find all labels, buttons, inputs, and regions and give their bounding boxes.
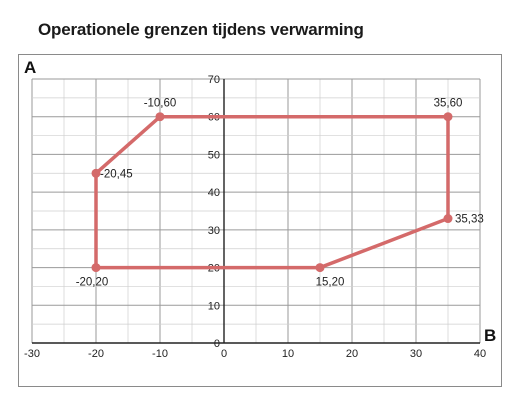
- x-tick-label: -20: [88, 348, 104, 360]
- x-tick-label: -30: [24, 348, 40, 360]
- data-label: 35,60: [434, 98, 463, 110]
- y-tick-label: 10: [208, 300, 220, 312]
- x-tick-label: 40: [474, 348, 486, 360]
- data-label: 35,33: [455, 214, 484, 226]
- x-tick-label: 10: [282, 348, 294, 360]
- y-tick-label: 40: [208, 187, 220, 199]
- x-tick-label: 0: [221, 348, 227, 360]
- y-tick-label: 50: [208, 149, 220, 161]
- data-point: [91, 168, 101, 178]
- data-label: -10,60: [144, 98, 177, 110]
- x-tick-label: -10: [152, 348, 168, 360]
- data-label: -20,45: [100, 168, 133, 180]
- chart-frame: [18, 54, 502, 387]
- data-point: [443, 112, 453, 122]
- data-point: [155, 112, 165, 122]
- x-tick-label: 20: [346, 348, 358, 360]
- point-labels: -10,60 35,60 35,33 15,20 -20,20 -20,45: [76, 98, 484, 289]
- data-point: [91, 263, 101, 273]
- data-point: [443, 214, 453, 224]
- series: [91, 112, 453, 273]
- axes: [32, 79, 480, 344]
- y-tick-label: 0: [214, 338, 220, 350]
- y-tick-label: 70: [208, 74, 220, 86]
- corner-label-a: A: [24, 58, 36, 77]
- data-label: -20,20: [76, 277, 109, 289]
- data-label: 15,20: [316, 277, 345, 289]
- data-point: [315, 263, 325, 273]
- x-tick-label: 30: [410, 348, 422, 360]
- corner-label-b: B: [484, 326, 496, 345]
- chart-title: Operationele grenzen tijdens verwarming: [38, 20, 364, 39]
- grid: [31, 78, 481, 344]
- y-tick-label: 30: [208, 225, 220, 237]
